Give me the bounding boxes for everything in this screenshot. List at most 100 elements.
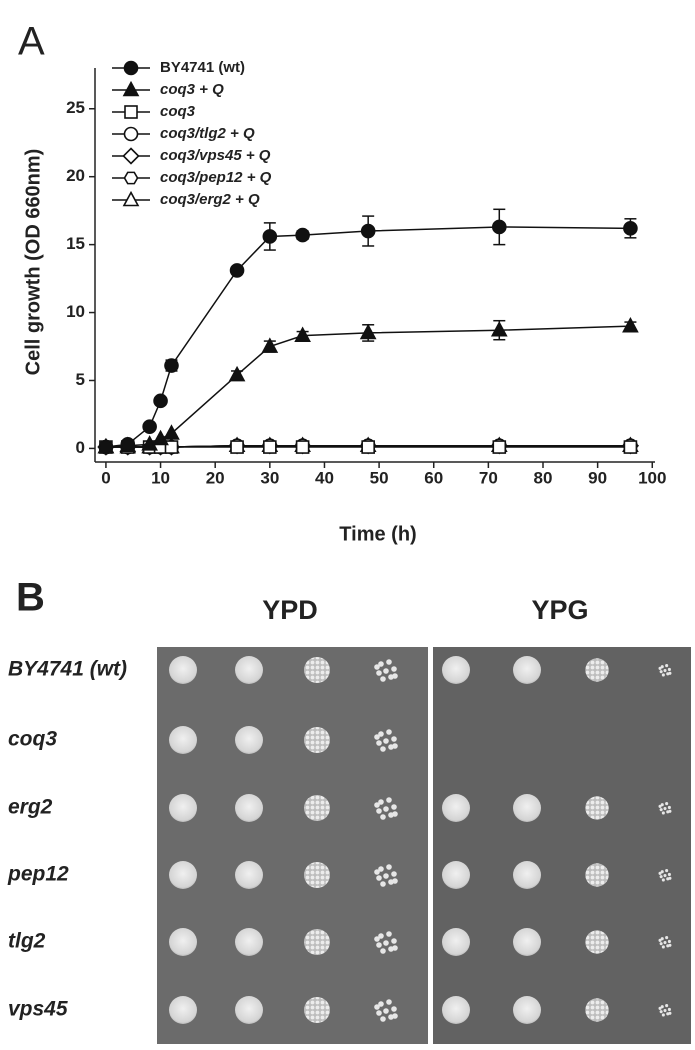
row-label: coq3: [8, 728, 57, 751]
colony-spot: [513, 794, 541, 822]
colony-spot: [442, 861, 470, 889]
y-tick-label: 0: [76, 438, 85, 457]
data-point: [152, 429, 169, 446]
legend-marker: [123, 60, 139, 76]
colony: [661, 878, 665, 882]
colony: [658, 804, 662, 808]
colony: [668, 1011, 672, 1015]
colony: [663, 874, 667, 878]
colony: [380, 881, 386, 887]
panel-label: A: [18, 20, 45, 64]
colony-spot: [513, 996, 541, 1024]
colony: [386, 729, 392, 735]
colony: [660, 937, 664, 941]
colony-spot: [513, 656, 541, 684]
colony: [383, 873, 389, 879]
data-point: [228, 365, 246, 382]
colony: [667, 1007, 671, 1011]
colony-spot: [169, 996, 197, 1024]
colony: [667, 805, 671, 809]
colony-spot: [442, 928, 470, 956]
colony-spot: [235, 928, 263, 956]
data-point: [623, 440, 638, 454]
colony: [374, 664, 380, 670]
legend-label: coq3/pep12 + Q: [160, 169, 272, 186]
colony: [392, 673, 398, 679]
colony-spot: [442, 794, 470, 822]
data-point: [98, 439, 114, 455]
colony-spot: [585, 998, 609, 1022]
legend-marker: [124, 105, 138, 119]
colony: [376, 1010, 382, 1016]
x-tick-label: 40: [315, 468, 334, 487]
colony-spot: [442, 996, 470, 1024]
colony: [660, 665, 664, 669]
colony-spot: [235, 726, 263, 754]
data-point: [492, 440, 507, 454]
series-line: [105, 325, 631, 448]
colony: [663, 941, 667, 945]
colony: [668, 876, 672, 880]
y-tick-label: 15: [66, 234, 85, 253]
colony: [665, 664, 669, 668]
colony: [392, 1013, 398, 1019]
x-tick-label: 50: [370, 468, 389, 487]
colony: [391, 938, 397, 944]
row-label: vps45: [8, 998, 68, 1021]
x-tick-label: 90: [588, 468, 607, 487]
colony-spot: [513, 861, 541, 889]
colony: [392, 743, 398, 749]
x-tick-label: 10: [151, 468, 170, 487]
colony: [386, 931, 392, 937]
colony: [660, 870, 664, 874]
colony-spot: [513, 928, 541, 956]
colony: [663, 1009, 667, 1013]
x-axis-label: Time (h): [339, 523, 416, 545]
colony: [380, 1016, 386, 1022]
colony: [392, 878, 398, 884]
y-tick-label: 20: [66, 166, 85, 185]
colony: [374, 802, 380, 808]
colony: [665, 1004, 669, 1008]
colony: [391, 666, 397, 672]
row-label: BY4741 (wt): [8, 658, 127, 681]
data-point: [623, 221, 638, 236]
colony: [659, 942, 663, 946]
colony: [658, 666, 662, 670]
colony: [660, 803, 664, 807]
colony: [386, 797, 392, 803]
colony: [661, 673, 665, 677]
colony: [667, 667, 671, 671]
colony: [380, 746, 386, 752]
colony: [376, 808, 382, 814]
colony: [661, 1013, 665, 1017]
colony: [392, 811, 398, 817]
colony-spot: [585, 658, 609, 682]
colony: [665, 869, 669, 873]
legend-label: coq3 + Q: [160, 81, 224, 98]
colony-spot: [304, 727, 330, 753]
colony: [376, 670, 382, 676]
x-tick-label: 60: [424, 468, 443, 487]
colony-spot: [169, 928, 197, 956]
colony: [386, 659, 392, 665]
data-point: [164, 440, 179, 454]
colony: [374, 869, 380, 875]
data-point: [294, 326, 311, 342]
legend-label: coq3: [160, 103, 196, 120]
data-point: [142, 419, 157, 434]
legend-label: coq3/erg2 + Q: [160, 191, 260, 208]
colony-spot: [304, 795, 330, 821]
x-tick-label: 0: [101, 468, 110, 487]
column-header: YPG: [531, 595, 588, 625]
colony: [659, 1010, 663, 1014]
colony-spot: [235, 996, 263, 1024]
colony: [383, 668, 389, 674]
colony-spot: [304, 997, 330, 1023]
y-tick-label: 5: [76, 370, 85, 389]
y-axis-label: Cell growth (OD 660nm): [22, 149, 44, 376]
colony: [386, 864, 392, 870]
colony: [392, 945, 398, 951]
colony: [383, 806, 389, 812]
colony: [661, 945, 665, 949]
